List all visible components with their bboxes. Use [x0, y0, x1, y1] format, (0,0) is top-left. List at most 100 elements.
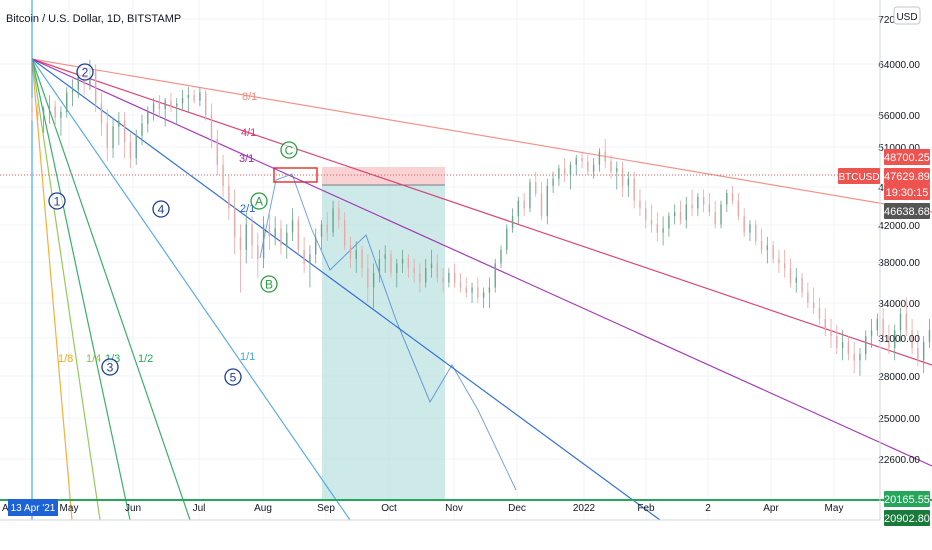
candle — [685, 196, 687, 229]
candle — [801, 272, 803, 298]
elliott-wave-marker: 5 — [224, 368, 242, 386]
candle-body — [488, 287, 491, 293]
candle — [245, 212, 247, 264]
candle — [326, 212, 328, 242]
candle — [830, 319, 832, 348]
candle — [465, 277, 467, 298]
gann-fan-label: 1/4 — [86, 353, 101, 365]
price-tag-bg — [884, 184, 930, 200]
candle — [523, 193, 525, 217]
y-tick-label: 51000.00 — [878, 143, 920, 154]
horizontal-levels[interactable] — [0, 174, 932, 501]
candle — [627, 171, 630, 197]
candle — [320, 220, 323, 250]
candle-body — [118, 120, 120, 127]
gann-fan-label: 1/2 — [138, 353, 153, 365]
candle — [141, 114, 143, 146]
candle-body — [812, 302, 815, 309]
price-tag-bg — [884, 149, 930, 165]
candle — [54, 100, 56, 127]
price-tag: 48700.25 — [884, 149, 930, 165]
gann-fan-line — [31, 58, 932, 366]
elliott-wave-marker: A — [250, 192, 268, 210]
candle — [338, 200, 340, 229]
candle — [48, 95, 51, 124]
price-tag: 20902.80 — [884, 510, 930, 526]
candle-body — [749, 224, 751, 233]
candle-body — [841, 341, 844, 348]
candle — [42, 106, 45, 133]
y-tick-label: 28000.00 — [878, 372, 920, 383]
candle-body — [48, 106, 51, 110]
candle — [621, 161, 624, 197]
wave-path — [259, 173, 517, 491]
candle — [639, 189, 641, 217]
x-tick-label: May — [825, 503, 844, 514]
candle-body — [42, 109, 45, 115]
wave-label: A — [255, 195, 263, 209]
candle — [66, 87, 68, 118]
gann-fan[interactable] — [31, 0, 932, 521]
candle — [477, 277, 479, 303]
candle-body — [54, 106, 56, 118]
candle — [876, 313, 879, 337]
candle — [112, 117, 114, 159]
candle-body — [569, 164, 572, 176]
candle-body — [575, 158, 577, 165]
price-tag: 20165.55 — [884, 491, 930, 507]
candle — [123, 111, 126, 159]
candle — [587, 154, 589, 176]
candle — [737, 193, 740, 221]
candles — [31, 59, 931, 376]
candle-body — [511, 216, 514, 229]
candle-body — [147, 111, 149, 124]
candle-body — [77, 76, 80, 90]
candle-body — [349, 245, 352, 259]
wave-circle — [76, 63, 94, 81]
position-box[interactable] — [273, 167, 445, 500]
candle-body — [558, 168, 560, 179]
candle-body — [361, 249, 363, 269]
candle-body — [529, 182, 531, 209]
candle-body — [870, 330, 873, 337]
candle — [812, 287, 815, 314]
candle — [291, 208, 294, 242]
candle-body — [251, 224, 253, 246]
candle — [361, 245, 363, 278]
candle-body — [477, 287, 479, 298]
currency-badge[interactable]: USD — [893, 6, 921, 25]
candle-body — [297, 220, 300, 250]
candle-body — [320, 224, 323, 237]
candle-body — [233, 208, 236, 237]
candle-body — [31, 106, 33, 112]
candle — [494, 258, 496, 293]
candle-body — [112, 126, 114, 149]
price-tag-bg — [884, 168, 930, 184]
candle-body — [413, 268, 415, 273]
candle-body — [830, 330, 832, 337]
y-tick-label: 22600.00 — [878, 455, 920, 466]
candle — [535, 171, 537, 197]
elliott-waves[interactable]: 1 2 3 4 5 A B C — [48, 63, 298, 386]
y-tick-label: 38000.00 — [878, 258, 920, 269]
candle — [691, 189, 693, 217]
candle — [222, 154, 224, 197]
candle-body — [135, 135, 137, 159]
price-tag-label: 19:30:15 — [886, 187, 929, 199]
price-tag: 47629.89 — [884, 168, 930, 184]
candle — [859, 347, 861, 376]
price-tag-bg — [884, 510, 930, 526]
candle-body — [587, 161, 589, 172]
wave-label: B — [265, 278, 273, 292]
currency-badge-label: USD — [896, 12, 917, 23]
gann-fan-line — [31, 58, 131, 521]
candle-body — [859, 354, 861, 361]
candle-body — [772, 245, 774, 259]
candle — [164, 97, 166, 127]
candle — [401, 249, 404, 273]
candle — [841, 330, 844, 361]
candle — [332, 200, 334, 237]
candle-body — [453, 272, 456, 283]
candle — [37, 103, 39, 130]
